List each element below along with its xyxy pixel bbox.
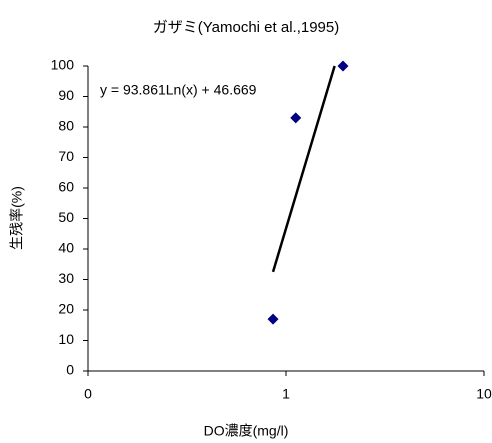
chart-title: ガザミ(Yamochi et al.,1995): [153, 19, 339, 36]
y-tick-label: 90: [58, 87, 74, 103]
y-axis-label: 生残率(%): [9, 186, 25, 250]
y-tick-label: 100: [51, 57, 75, 73]
y-tick-label: 80: [58, 118, 74, 134]
x-axis-label: DO濃度(mg/l): [204, 423, 289, 439]
x-tick-label: 1: [282, 386, 290, 402]
trendline: [271, 65, 336, 273]
trendline-label: y = 93.861Ln(x) + 46.669: [100, 82, 257, 98]
x-tick-label: 0: [84, 386, 92, 402]
y-tick-label: 10: [58, 331, 74, 347]
data-point: [290, 112, 302, 124]
x-tick-label: 10: [476, 386, 492, 402]
y-tick-label: 40: [58, 240, 74, 256]
y-tick-label: 50: [58, 209, 74, 225]
y-tick-label: 0: [66, 362, 74, 378]
y-tick-label: 30: [58, 270, 74, 286]
y-tick-label: 70: [58, 148, 74, 164]
y-tick-label: 20: [58, 301, 74, 317]
y-tick-label: 60: [58, 179, 74, 195]
data-point: [337, 60, 349, 72]
data-point: [267, 313, 279, 325]
